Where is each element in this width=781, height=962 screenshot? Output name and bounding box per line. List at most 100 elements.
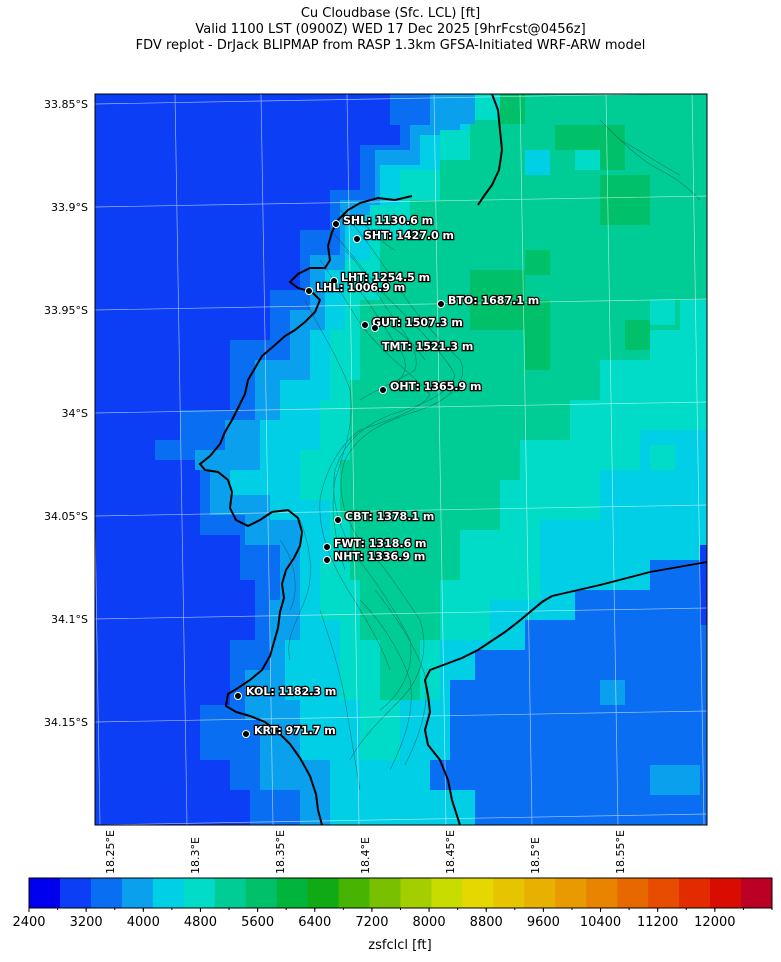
station-gut[interactable]: GUT: 1507.3 m (361, 315, 464, 330)
colorbar-cell (307, 878, 340, 908)
colorbar-cell (586, 878, 618, 908)
lon-label: 18.55°E (614, 830, 627, 874)
station-label: GUT: 1507.3 m (372, 316, 463, 329)
aqua-cell-1 (575, 150, 600, 170)
lon-label: 18.45°E (444, 830, 457, 874)
station-bto[interactable]: BTO: 1687.1 m (437, 293, 540, 308)
station-marker (437, 300, 445, 308)
station-marker (353, 235, 361, 243)
cyan-cell-1 (525, 150, 550, 175)
green-patch-5 (525, 300, 550, 370)
colorbar-cell (152, 878, 185, 908)
station-marker (323, 543, 331, 551)
colorbar-tick-label: 5600 (241, 915, 274, 930)
colorbar-tick-label: 2400 (12, 915, 45, 930)
colorbar-cell (741, 878, 773, 908)
colorbar: 2400 3200 4000 4800 5600 6400 7200 8000 8800 9600… (12, 877, 773, 953)
colorbar-cell (524, 878, 556, 908)
colorbar-cell (648, 878, 680, 908)
station-lht[interactable]: LHT: 1254.5 m (330, 270, 431, 285)
colorbar-tick-label: 4000 (127, 915, 160, 930)
map-frame (94, 93, 708, 826)
colorbar-cell (183, 878, 216, 908)
inland-blue-region (430, 545, 707, 825)
title-line-1: Cu Cloudbase (Sfc. LCL) [ft] (300, 6, 481, 21)
green-patch-4 (470, 270, 525, 330)
station-label: NHT: 1336.9 m (334, 550, 425, 563)
station-label: BTO: 1687.1 m (448, 294, 539, 307)
colorbar-cell (276, 878, 309, 908)
colorbar-cell (59, 878, 92, 908)
lon-label: 18.25°E (104, 830, 117, 874)
colorbar-cells (29, 878, 773, 908)
station-oht[interactable]: OHT: 1365.9 m (379, 379, 483, 394)
colorbar-cell (121, 878, 154, 908)
colorbar-cell (555, 878, 587, 908)
colorbar-cell (400, 878, 432, 908)
colorbar-tick-label: 8800 (470, 915, 503, 930)
station-label: LHL: 1006.9 m (316, 281, 405, 294)
station-label: SHL: 1130.6 m (343, 214, 433, 227)
light-blue-cell-1 (450, 94, 475, 124)
colorbar-tick-label: 9600 (527, 915, 560, 930)
lat-label: 34.15°S (44, 716, 88, 729)
station-tmt[interactable]: TMT: 1521.3 m (371, 324, 475, 354)
colorbar-tick-label: 11200 (637, 915, 678, 930)
station-label: CBT: 1378.1 m (345, 510, 434, 523)
lon-label: 18.5°E (529, 837, 542, 874)
station-marker (234, 692, 242, 700)
station-label: OHT: 1365.9 m (390, 380, 481, 393)
station-lhl[interactable]: LHL: 1006.9 m (305, 280, 406, 295)
terrain-contours (279, 119, 701, 791)
station-cbt[interactable]: CBT: 1378.1 m (334, 509, 436, 524)
colorbar-cell (431, 878, 463, 908)
colorbar-tick-label: 10400 (580, 915, 621, 930)
station-kol[interactable]: KOL: 1182.3 m (234, 684, 338, 700)
lat-label: 34°S (62, 407, 88, 420)
station-markers: SHL: 1130.6 m SHT: 1427.0 m LHT: 1254.5 … (234, 213, 540, 738)
colorbar-cell (679, 878, 711, 908)
station-shl[interactable]: SHL: 1130.6 m (332, 213, 434, 228)
colorbar-tick-label: 6400 (298, 915, 331, 930)
aqua-cell-3 (650, 445, 675, 470)
station-nht[interactable]: NHT: 1336.9 m (323, 549, 427, 564)
colorbar-cell (245, 878, 278, 908)
lat-label: 34.1°S (51, 613, 88, 626)
station-krt[interactable]: KRT: 971.7 m (242, 723, 337, 738)
station-marker (305, 287, 313, 295)
colorbar-tick-label: 3200 (70, 915, 103, 930)
colorbar-ticks: 2400 3200 4000 4800 5600 6400 7200 8000 8800 9600… (12, 908, 773, 930)
station-marker (371, 324, 379, 332)
lat-label: 33.85°S (44, 98, 88, 111)
light-blue-cell-3 (600, 680, 625, 705)
colorbar-cell (710, 878, 742, 908)
colorbar-label: zsfclcl [ft] (368, 938, 431, 953)
coastline (198, 195, 413, 825)
station-fwt[interactable]: FWT: 1318.6 m (323, 536, 428, 551)
light-blue-cell-2 (650, 765, 700, 795)
lat-label: 34.05°S (44, 510, 88, 523)
station-label: FWT: 1318.6 m (334, 537, 427, 550)
station-marker (332, 220, 340, 228)
aqua-cell-2 (650, 300, 675, 325)
title-line-2: Valid 1100 LST (0900Z) WED 17 Dec 2025 [… (195, 22, 586, 37)
coastline-east (477, 94, 504, 206)
longitude-labels: 18.25°E 18.3°E 18.35°E 18.4°E 18.45°E 18… (104, 830, 627, 874)
colorbar-cell (90, 878, 123, 908)
lon-label: 18.4°E (359, 837, 372, 874)
graticule (95, 94, 707, 825)
green-patch-7 (500, 94, 525, 124)
station-sht[interactable]: SHT: 1427.0 m (353, 228, 455, 243)
map-panel (95, 94, 707, 825)
inland-teal (340, 94, 707, 700)
map-title: Cu Cloudbase (Sfc. LCL) [ft] Valid 1100 … (0, 6, 781, 54)
station-marker (379, 386, 387, 394)
colorbar-tick-label: 12000 (694, 915, 735, 930)
lat-label: 33.9°S (51, 201, 88, 214)
station-label: LHT: 1254.5 m (341, 271, 430, 284)
colorbar-cell (369, 878, 401, 908)
green-patch-8 (555, 125, 575, 150)
station-marker (330, 277, 338, 285)
coastline-false-bay (423, 595, 553, 825)
